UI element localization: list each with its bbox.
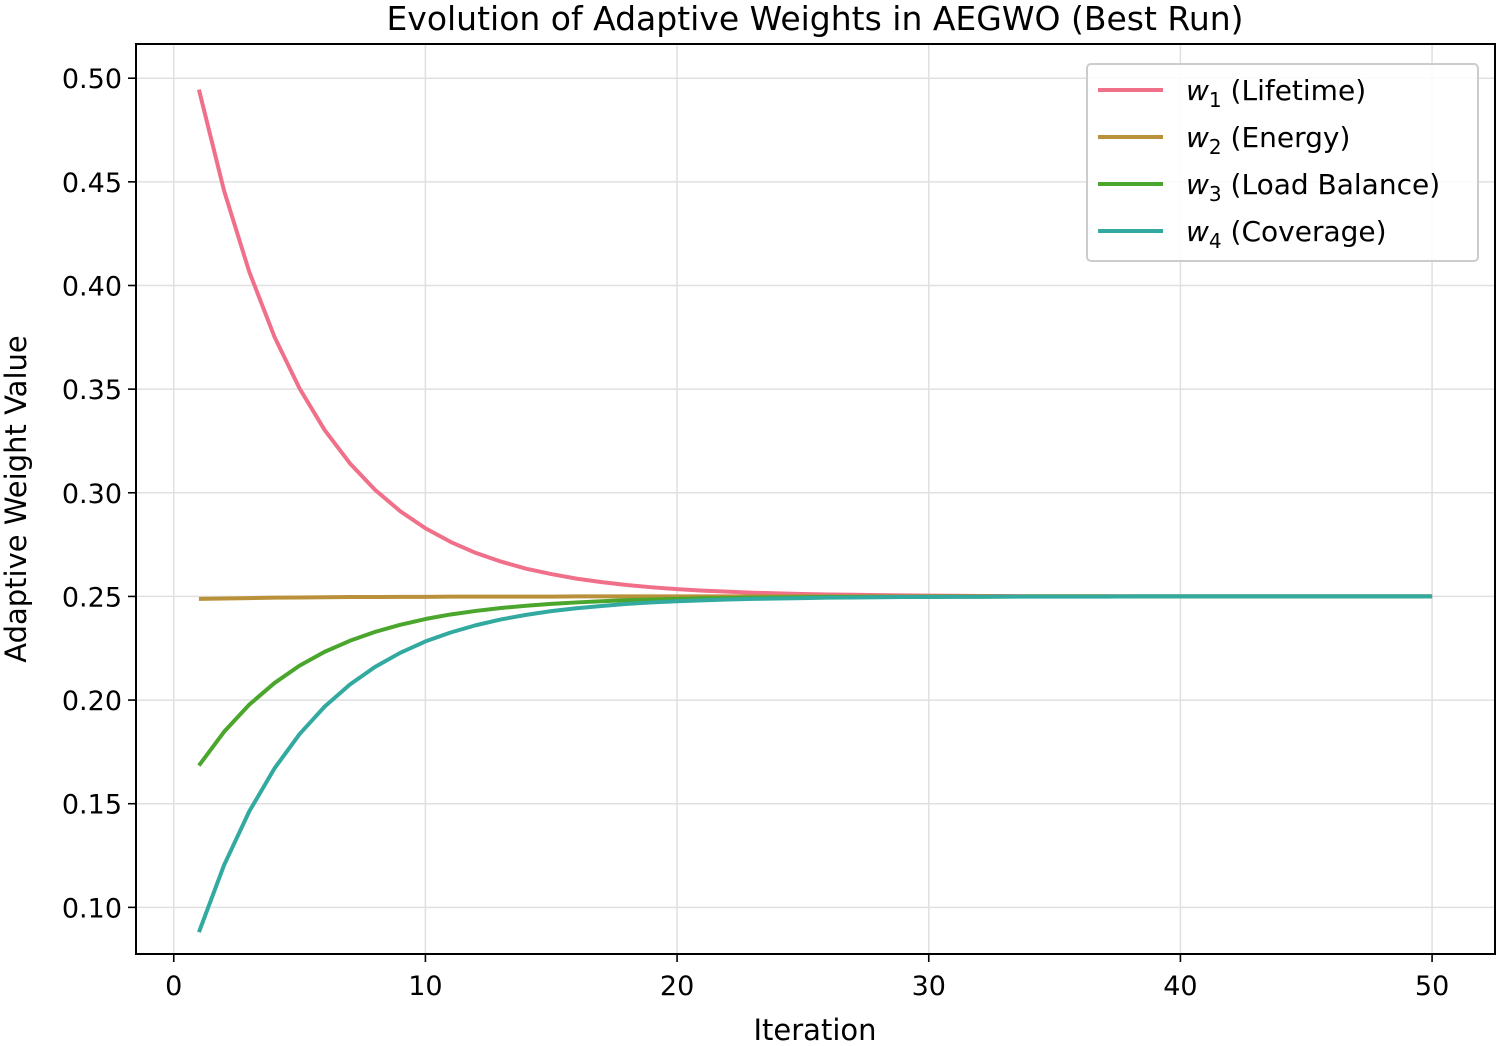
y-tick-label: 0.15 [62,790,122,821]
x-tick-label: 20 [660,971,694,1002]
y-tick-label: 0.20 [62,686,122,717]
legend-label-w3: w3 (Load Balance) [1186,168,1440,206]
y-tick-label: 0.35 [62,375,122,406]
legend: w1 (Lifetime)w2 (Energy)w3 (Load Balance… [1086,63,1479,262]
legend-box [1086,63,1479,262]
plot-frame [135,43,1496,955]
legend-subscript: 3 [1209,182,1222,206]
legend-text: (Coverage) [1222,215,1387,248]
y-axis-ticks: 0.10 0.15 0.20 0.25 0.30 0.35 0.40 0.45 0.50 [62,64,136,924]
legend-label-w4: w4 (Coverage) [1186,215,1387,253]
legend-text: (Lifetime) [1222,74,1366,107]
series-lines [196,89,1433,933]
x-tick-label: 50 [1415,971,1449,1002]
legend-symbol: w [1186,121,1209,154]
y-tick-label: 0.40 [62,271,122,302]
legend-text: (Load Balance) [1222,168,1441,201]
legend-label-w2: w2 (Energy) [1186,121,1350,159]
x-tick-label: 30 [912,971,946,1002]
chart-title: Evolution of Adaptive Weights in AEGWO (… [386,0,1243,38]
y-tick-label: 0.10 [62,893,122,924]
y-tick-label: 0.30 [62,479,122,510]
legend-symbol: w [1186,168,1209,201]
legend-text: (Energy) [1222,121,1351,154]
y-tick-label: 0.50 [62,64,122,95]
x-tick-label: 0 [165,971,182,1002]
x-tick-label: 40 [1163,971,1197,1002]
x-tick-label: 10 [408,971,442,1002]
legend-symbol: w [1186,215,1209,248]
legend-subscript: 1 [1209,88,1222,112]
x-axis-label: Iteration [753,1013,876,1046]
y-tick-label: 0.25 [62,582,122,613]
legend-label-w1: w1 (Lifetime) [1186,74,1366,112]
x-axis-ticks: 0 10 20 30 40 50 [165,954,1449,1002]
series-line-w4 [197,594,1433,933]
legend-subscript: 2 [1209,135,1222,159]
y-tick-label: 0.45 [62,168,122,199]
y-axis-label: Adaptive Weight Value [0,335,33,662]
legend-symbol: w [1186,74,1209,107]
legend-subscript: 4 [1209,229,1222,253]
